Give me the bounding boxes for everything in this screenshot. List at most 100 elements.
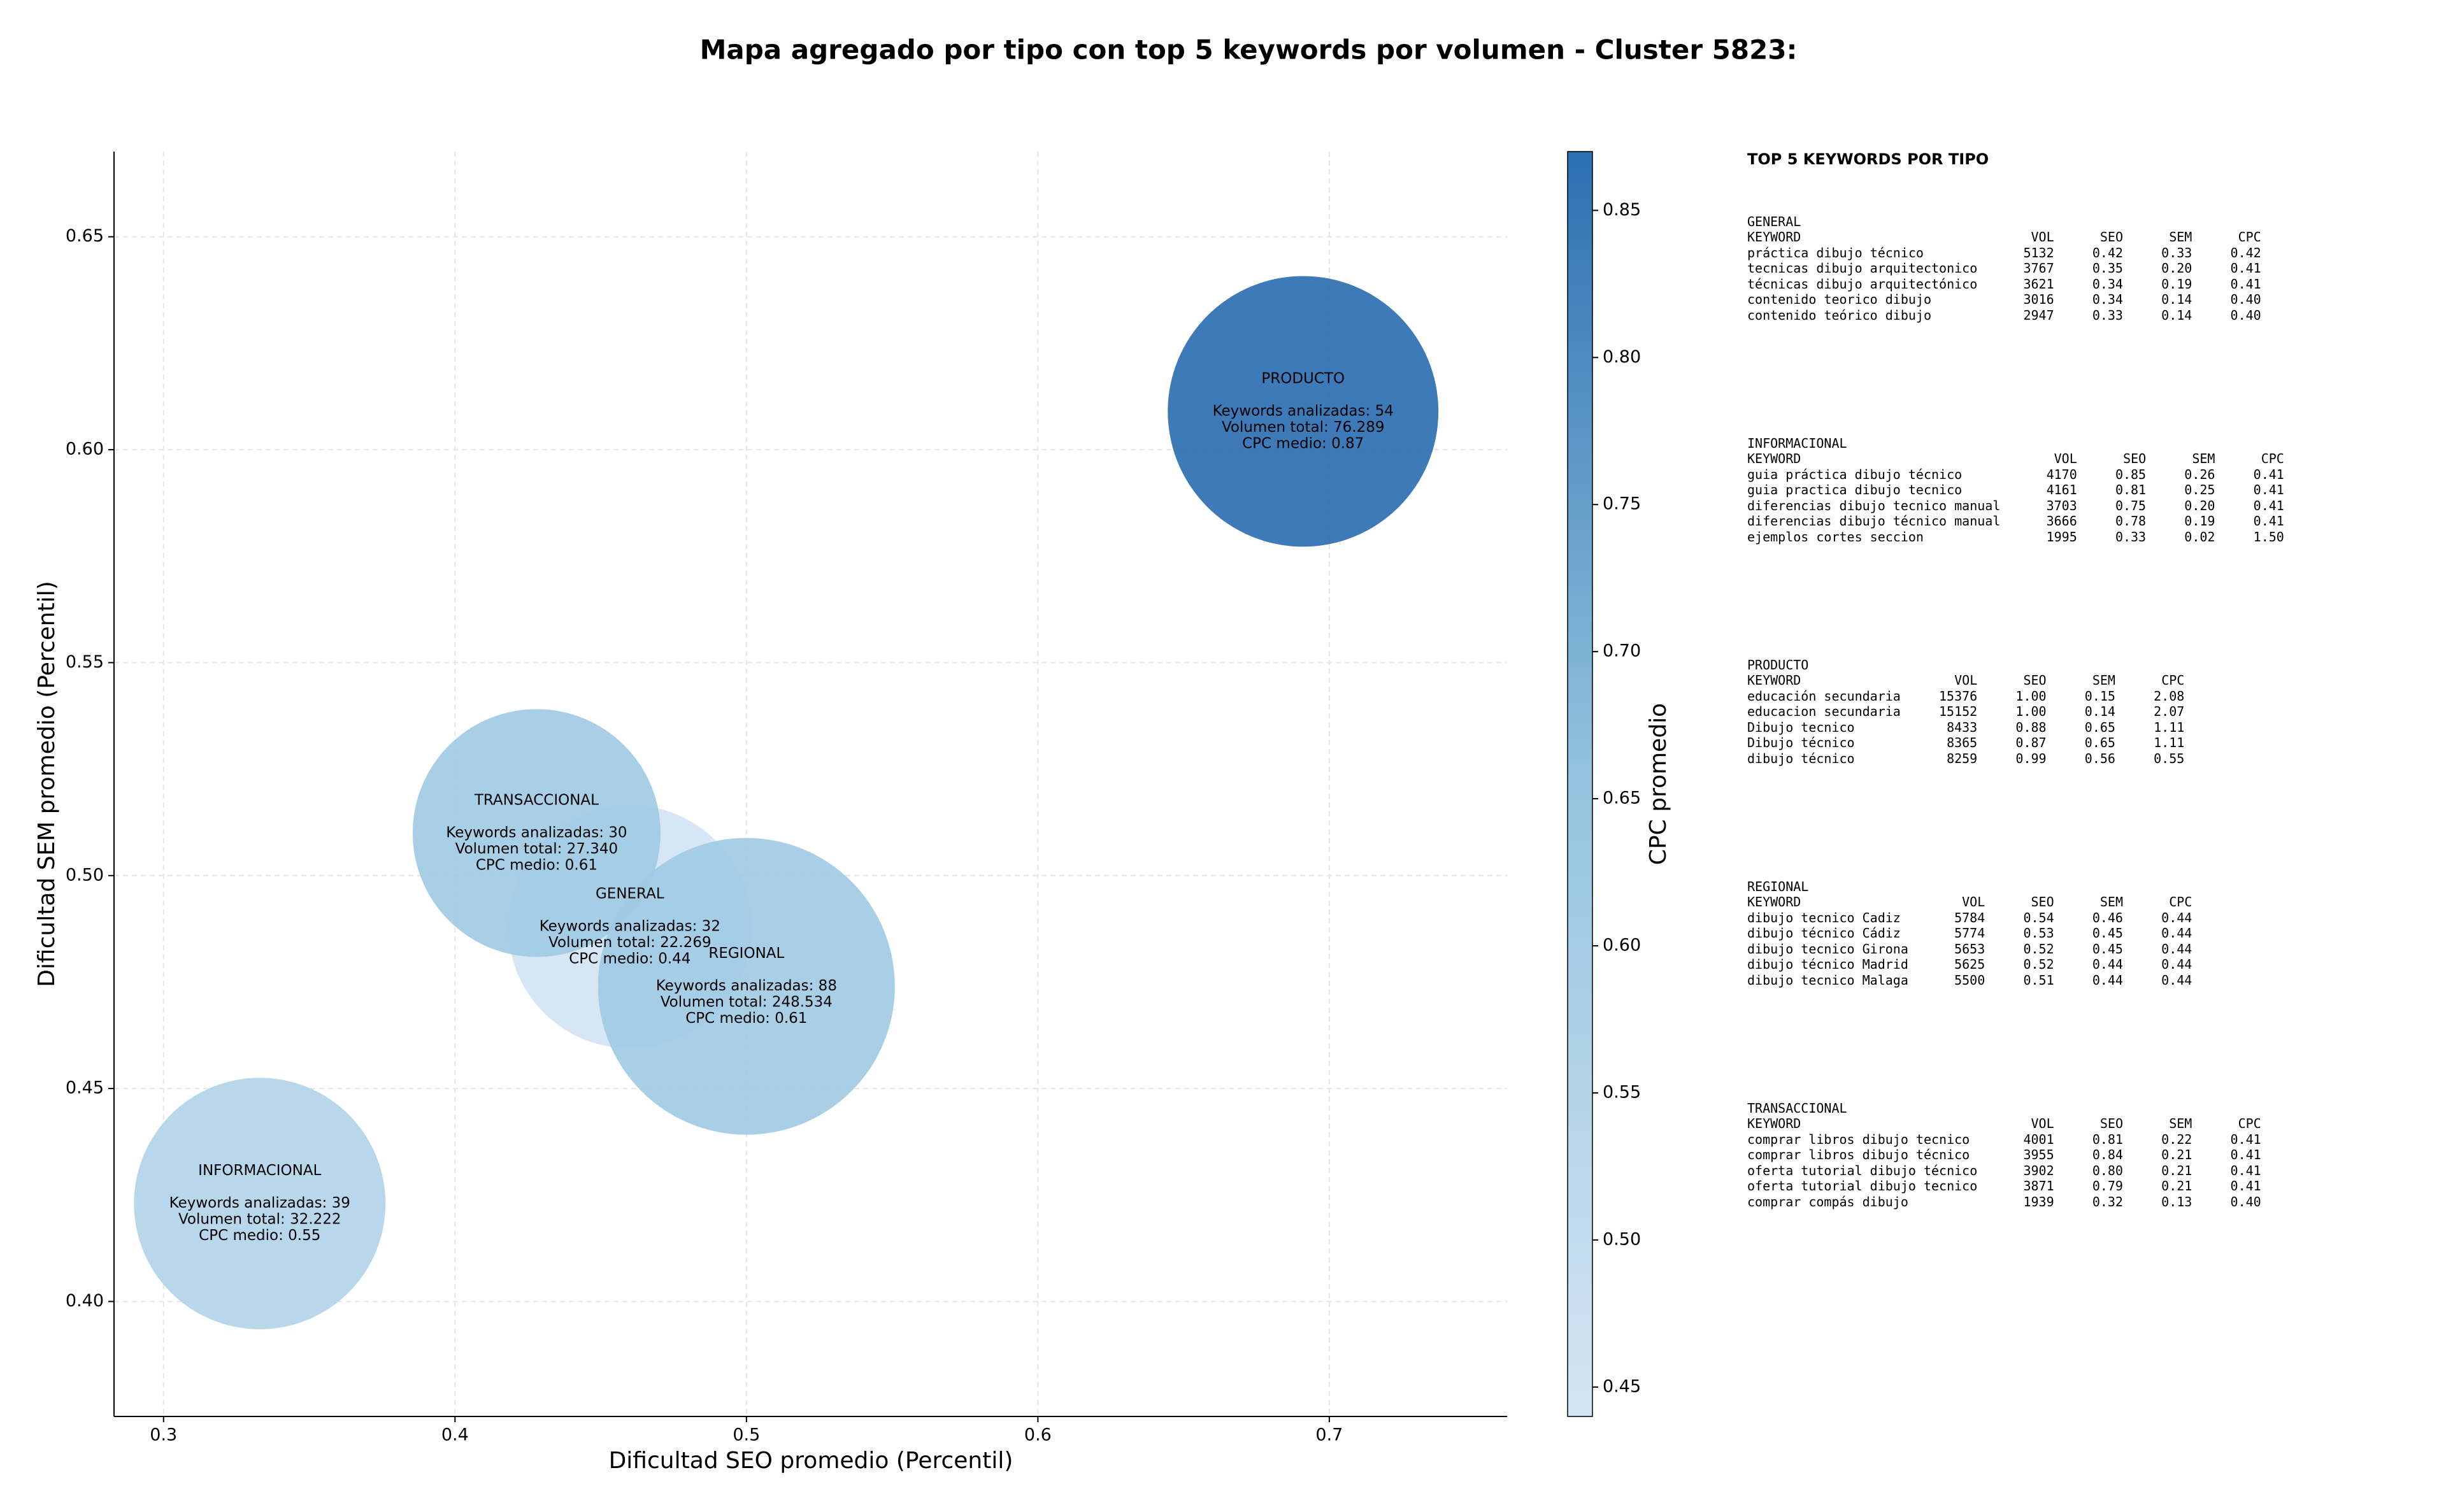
table-cell: 0.34	[2092, 292, 2123, 307]
bubble	[597, 838, 895, 1135]
table-cell: 0.22	[2161, 1131, 2192, 1147]
table-cell: 0.41	[2230, 1178, 2261, 1194]
table-cell: 0.20	[2184, 497, 2215, 513]
column-header: SEO	[2122, 451, 2147, 466]
table-cell: 0.87	[2015, 735, 2047, 750]
table-cell: 0.44	[2161, 941, 2192, 957]
bubble-label: Volumen total: 76.289	[1222, 419, 1385, 436]
table-cell: comprar libros dibujo tecnico	[1747, 1131, 1970, 1147]
y-tick-label: 0.60	[66, 439, 104, 459]
keyword-table: KEYWORD VOL SEO SEM CPC dibujo tecnico Cadiz 5…	[1747, 894, 2192, 988]
column-header: CPC	[2238, 229, 2261, 245]
table-cell: contenido teórico dibujo	[1747, 307, 1931, 323]
table-cell: 0.33	[2115, 529, 2147, 545]
table-row: práctica dibujo técnico 5132 0.42 0.33 0.42	[1747, 245, 2261, 261]
table-cell: Dibujo tecnico	[1747, 719, 1855, 735]
table-cell: 0.65	[2084, 735, 2115, 750]
table-cell: 0.42	[2230, 245, 2261, 260]
table-row: Dibujo técnico 8365 0.87 0.65 1.11	[1747, 735, 2184, 751]
table-cell: diferencias dibujo tecnico manual	[1747, 497, 2001, 513]
column-header: VOL	[2031, 229, 2054, 245]
table-row: contenido teorico dibujo 3016 0.34 0.14 0.40	[1747, 292, 2261, 308]
table-row: diferencias dibujo técnico manual 3666 0.7…	[1747, 513, 2284, 529]
table-cell: 0.25	[2184, 482, 2215, 497]
table-cell: 0.41	[2253, 497, 2284, 513]
table-cell: 0.19	[2184, 513, 2215, 529]
table-cell: 0.41	[2230, 260, 2261, 276]
table-cell: 15376	[1939, 688, 1978, 704]
table-row: diferencias dibujo tecnico manual 3703 0.7…	[1747, 498, 2284, 514]
table-header: KEYWORD VOL SEO SEM CPC	[1747, 229, 2261, 245]
table-cell: 0.42	[2092, 245, 2123, 260]
table-cell: 4170	[2046, 466, 2077, 482]
table-cell: 0.45	[2092, 941, 2123, 957]
table-cell: 5500	[1954, 972, 1985, 988]
table-cell: 5784	[1954, 909, 1985, 925]
table-cell: 0.41	[2253, 482, 2284, 497]
table-cell: oferta tutorial dibujo técnico	[1747, 1162, 1978, 1178]
column-header: CPC	[2238, 1116, 2261, 1131]
table-cell: dibujo técnico	[1747, 750, 1855, 766]
bubble-label: Volumen total: 32.222	[178, 1211, 341, 1228]
table-row: dibujo tecnico Girona 5653 0.52 0.45 0.44	[1747, 941, 2192, 957]
table-cell: 2947	[2023, 307, 2054, 323]
table-cell: técnicas dibujo arquitectónico	[1747, 276, 1978, 292]
table-cell: 0.41	[2230, 1147, 2261, 1162]
colorbar-tick-label: 0.45	[1603, 1376, 1641, 1396]
bubble-label: Volumen total: 248.534	[661, 994, 833, 1011]
bubble-label: Volumen total: 27.340	[455, 841, 619, 857]
panel-section: REGIONAL KEYWORD VOL SEO SEM CPC dibujo tecnic…	[1747, 879, 2284, 1101]
table-cell: 3871	[2023, 1178, 2054, 1194]
table-cell: 0.41	[2230, 276, 2261, 292]
y-tick-label: 0.45	[66, 1078, 104, 1098]
table-cell: 0.56	[2084, 750, 2115, 766]
table-cell: 1.11	[2154, 735, 2185, 750]
table-row: dibujo tecnico Cadiz 5784 0.54 0.46 0.44	[1747, 910, 2192, 926]
colorbar-tick-label: 0.60	[1603, 936, 1641, 955]
colorbar-tick-label: 0.75	[1603, 494, 1641, 514]
table-cell: 0.41	[2230, 1131, 2261, 1147]
table-cell: oferta tutorial dibujo tecnico	[1747, 1178, 1978, 1194]
table-cell: 1939	[2023, 1194, 2054, 1209]
table-row: comprar libros dibujo tecnico 4001 0.81 0.2…	[1747, 1132, 2261, 1148]
colorbar-tick-label: 0.65	[1603, 788, 1641, 808]
table-cell: 3666	[2046, 513, 2077, 529]
table-row: comprar libros dibujo técnico 3955 0.84 0.2…	[1747, 1147, 2261, 1163]
column-header: CPC	[2261, 451, 2284, 466]
section-name: REGIONAL	[1747, 878, 1809, 894]
colorbar-tick-label: 0.55	[1603, 1082, 1641, 1102]
bubble-label: CPC medio: 0.55	[199, 1227, 320, 1244]
column-header: KEYWORD	[1747, 894, 1801, 909]
table-cell: práctica dibujo técnico	[1747, 245, 1924, 260]
table-cell: 0.33	[2161, 245, 2192, 260]
table-cell: 5774	[1954, 925, 1985, 941]
section-name: TRANSACCIONAL	[1747, 1100, 1847, 1116]
keyword-panel: TOP 5 KEYWORDS POR TIPO GENERAL KEYWORD VO…	[1747, 152, 2284, 1322]
table-cell: 0.44	[2161, 909, 2192, 925]
table-cell: 0.45	[2092, 925, 2123, 941]
table-cell: 0.52	[2023, 941, 2054, 957]
bubble	[134, 1078, 386, 1330]
column-header: KEYWORD	[1747, 673, 1801, 688]
column-header: SEM	[2169, 229, 2192, 245]
colorbar-tick-label: 0.70	[1603, 641, 1641, 661]
table-cell: 0.84	[2092, 1147, 2123, 1162]
column-header: SEM	[2099, 894, 2123, 909]
table-cell: 0.35	[2092, 260, 2123, 276]
bubble-label: Keywords analizadas: 88	[656, 978, 837, 994]
table-row: dibujo tecnico Malaga 5500 0.51 0.44 0.44	[1747, 973, 2192, 988]
table-cell: comprar compás dibujo	[1747, 1194, 1908, 1209]
table-row: dibujo técnico 8259 0.99 0.56 0.55	[1747, 751, 2184, 767]
table-cell: 0.79	[2092, 1178, 2123, 1194]
colorbar-tick-label: 0.50	[1603, 1229, 1641, 1249]
table-row: tecnicas dibujo arquitectonico 3767 0.35 0.…	[1747, 260, 2261, 276]
table-cell: 5653	[1954, 941, 1985, 957]
bubble-name: TRANSACCIONAL	[474, 792, 599, 808]
table-cell: dibujo técnico Cádiz	[1747, 925, 1901, 941]
bubble-label: CPC medio: 0.87	[1242, 435, 1364, 452]
table-cell: 0.81	[2092, 1131, 2123, 1147]
bubble-label: CPC medio: 0.61	[476, 857, 597, 873]
table-cell: 0.40	[2230, 292, 2261, 307]
table-cell: 0.26	[2184, 466, 2215, 482]
table-row: dibujo técnico Madrid 5625 0.52 0.44 0.44	[1747, 957, 2192, 973]
